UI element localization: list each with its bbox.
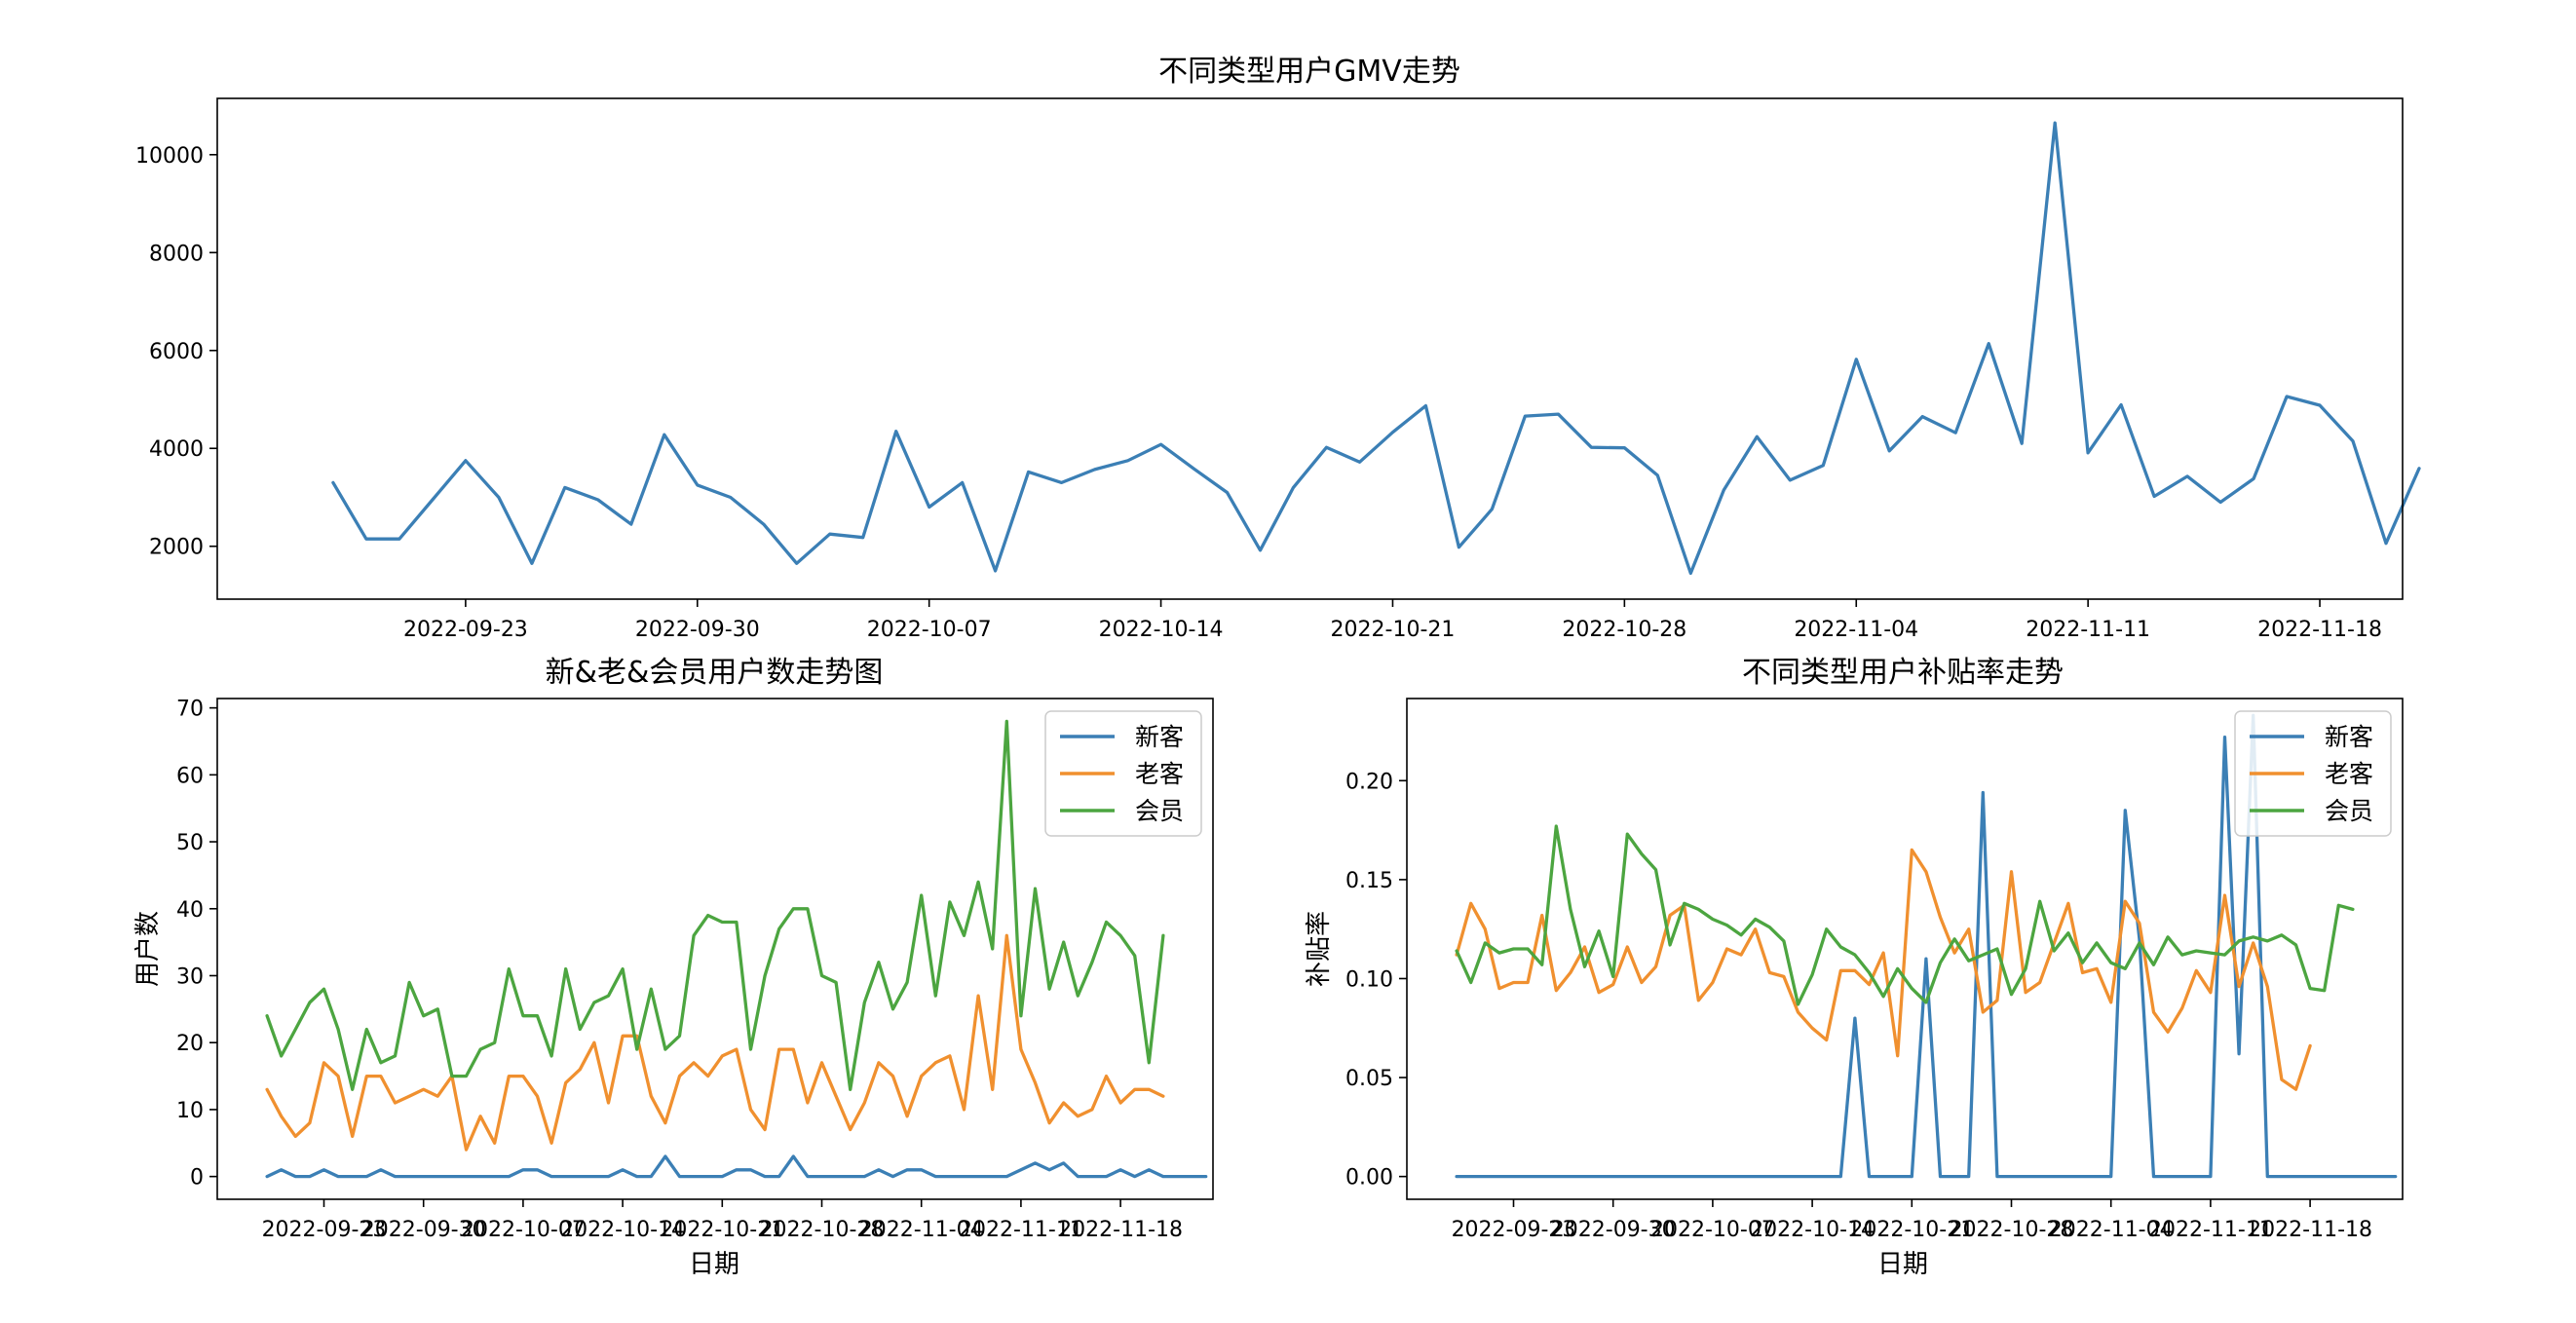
subsidy-y-tick-label: 0.00: [1345, 1166, 1393, 1191]
users-legend-label-old: 老客: [1135, 760, 1184, 788]
subsidy-x-tick-label: 2022-10-28: [1950, 1218, 2074, 1242]
subsidy-axes-frame: [1406, 698, 2404, 1200]
gmv-y-tick-label: 6000: [149, 340, 204, 364]
subsidy-x-tick-label: 2022-11-18: [2248, 1218, 2372, 1242]
users-x-axis-label: 日期: [689, 1250, 739, 1279]
subsidy-x-tick-label: 2022-10-07: [1650, 1218, 1775, 1242]
users-x-tick-label: 2022-11-11: [959, 1218, 1083, 1242]
gmv-y-tick-label: 10000: [135, 144, 204, 169]
users-x-tick-label: 2022-11-04: [859, 1218, 984, 1242]
gmv-x-tick-label: 2022-11-11: [2026, 618, 2150, 642]
gmv-chart-title: 不同类型用户GMV走势: [1158, 55, 1460, 89]
subsidy-y-tick-label: 0.10: [1345, 967, 1393, 992]
users-legend-label-new: 新客: [1135, 723, 1184, 751]
subsidy-y-axis-label: 补贴率: [1305, 911, 1334, 987]
users-axes-frame: [216, 698, 1214, 1200]
users-y-tick-label: 50: [176, 831, 204, 855]
users-chart-panel: 新&老&会员用户数走势图 2022-09-232022-09-302022-10…: [133, 656, 1214, 1279]
users-x-tick-label: 2022-10-21: [660, 1218, 784, 1242]
subsidy-x-tick-label: 2022-10-14: [1750, 1218, 1875, 1242]
gmv-x-tick-label: 2022-10-07: [867, 618, 992, 642]
subsidy-axis-ticks: 2022-09-232022-09-302022-10-072022-10-14…: [1345, 770, 2372, 1242]
users-plot-lines: [265, 719, 1208, 1179]
gmv-axes-frame: [216, 97, 2404, 600]
users-y-tick-label: 20: [176, 1032, 204, 1056]
gmv-y-tick-label: 4000: [149, 437, 204, 462]
gmv-axis-ticks: 2022-09-23 2022-09-30 2022-10-07 2022-10-14…: [135, 144, 2382, 642]
gmv-x-tick-label: 2022-10-21: [1331, 618, 1456, 642]
users-series-member-line: [265, 719, 1165, 1091]
users-legend: 新客 老客 会员: [1044, 710, 1202, 837]
subsidy-chart-title: 不同类型用户补贴率走势: [1742, 656, 2064, 690]
subsidy-x-tick-label: 2022-09-30: [1551, 1218, 1676, 1242]
subsidy-x-axis-label: 日期: [1877, 1250, 1928, 1279]
gmv-x-tick-label: 2022-11-04: [1794, 618, 1918, 642]
users-y-axis-label: 用户数: [133, 911, 163, 987]
subsidy-y-tick-label: 0.20: [1345, 770, 1393, 794]
subsidy-legend-label-new: 新客: [2325, 723, 2373, 751]
users-x-tick-label: 2022-09-23: [262, 1218, 387, 1242]
users-x-tick-label: 2022-09-30: [361, 1218, 486, 1242]
users-x-tick-label: 2022-11-18: [1058, 1218, 1183, 1242]
users-y-tick-label: 10: [176, 1099, 204, 1123]
gmv-x-tick-label: 2022-09-30: [635, 618, 760, 642]
gmv-x-tick-label: 2022-10-14: [1099, 618, 1224, 642]
subsidy-legend-label-member: 会员: [2325, 797, 2373, 825]
gmv-x-tick-label: 2022-11-18: [2257, 618, 2382, 642]
users-y-tick-label: 0: [190, 1166, 204, 1191]
gmv-y-tick-label: 8000: [149, 242, 204, 266]
gmv-plot-lines: [331, 121, 2421, 576]
subsidy-x-tick-label: 2022-11-11: [2148, 1218, 2273, 1242]
subsidy-series-new-line: [1455, 713, 2398, 1179]
users-series-new-line: [265, 1154, 1208, 1179]
subsidy-series-member-line: [1455, 824, 2355, 1006]
users-axis-ticks: 2022-09-232022-09-302022-10-072022-10-14…: [176, 698, 1183, 1242]
subsidy-y-tick-label: 0.15: [1345, 869, 1393, 893]
subsidy-legend: 新客 老客 会员: [2234, 710, 2392, 837]
users-y-tick-label: 70: [176, 698, 204, 722]
subsidy-chart-panel: 不同类型用户补贴率走势 2022-09-232022-09-302022-10-…: [1305, 656, 2404, 1279]
subsidy-legend-label-old: 老客: [2325, 760, 2373, 788]
gmv-x-tick-label: 2022-10-28: [1562, 618, 1686, 642]
users-series-old-line: [265, 933, 1165, 1152]
users-x-tick-label: 2022-10-14: [560, 1218, 685, 1242]
subsidy-x-tick-label: 2022-10-21: [1849, 1218, 1974, 1242]
users-legend-label-member: 会员: [1135, 797, 1184, 825]
subsidy-plot-lines: [1455, 713, 2398, 1179]
subsidy-x-tick-label: 2022-11-04: [2049, 1218, 2174, 1242]
gmv-series-line: [331, 121, 2421, 576]
users-y-tick-label: 60: [176, 764, 204, 788]
users-y-tick-label: 40: [176, 898, 204, 923]
users-chart-title: 新&老&会员用户数走势图: [546, 656, 884, 690]
gmv-y-tick-label: 2000: [149, 536, 204, 560]
subsidy-series-old-line: [1455, 848, 2312, 1091]
users-x-tick-label: 2022-10-28: [760, 1218, 885, 1242]
subsidy-y-tick-label: 0.05: [1345, 1067, 1393, 1091]
subsidy-x-tick-label: 2022-09-23: [1452, 1218, 1576, 1242]
users-y-tick-label: 30: [176, 964, 204, 989]
gmv-x-tick-label: 2022-09-23: [403, 618, 528, 642]
users-legend-box: [1044, 710, 1202, 837]
subsidy-legend-box: [2234, 710, 2392, 837]
users-x-tick-label: 2022-10-07: [461, 1218, 586, 1242]
gmv-chart-panel: 不同类型用户GMV走势 2022-09-23 2022-09-30 2022-10-…: [135, 55, 2421, 642]
